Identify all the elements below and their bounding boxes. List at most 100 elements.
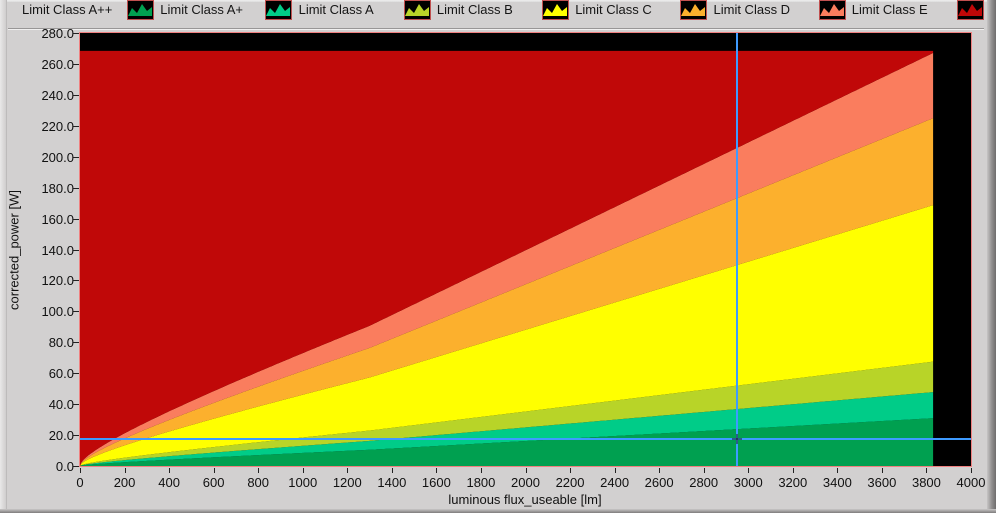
x-tick-mark (703, 468, 705, 473)
legend-item-label: Limit Class A+ (160, 2, 244, 17)
y-tick-mark (73, 33, 79, 34)
x-tick-mark (80, 468, 81, 473)
y-tick-label: 80.0 (48, 335, 74, 351)
y-tick-label: 120.0 (41, 273, 74, 289)
legend-item-limit-class-a-[interactable]: Limit Class A++ (22, 0, 155, 21)
x-tick-label: 200 (113, 475, 136, 490)
y-tick-label: 240.0 (41, 87, 74, 103)
legend-item-limit-class-a-[interactable]: Limit Class A+ (160, 0, 293, 21)
x-tick-mark (525, 468, 527, 473)
x-tick-label: 1600 (421, 475, 451, 490)
y-tick-mark (73, 187, 79, 189)
legend-separator (8, 28, 984, 30)
y-tick-mark (73, 63, 79, 65)
plot-style-wave-icon[interactable] (541, 0, 569, 20)
x-tick-mark (659, 468, 661, 473)
x-tick-label: 3800 (911, 475, 941, 490)
x-tick-mark (258, 468, 260, 473)
x-tick-label: 400 (158, 475, 180, 490)
y-tick-label: 0.0 (55, 459, 74, 474)
region-limit-class-d (80, 52, 934, 466)
x-tick-label: 0 (76, 475, 84, 490)
y-tick-mark (73, 156, 79, 158)
y-tick-mark (73, 311, 79, 313)
y-tick-mark (73, 249, 79, 251)
x-tick-label: 600 (202, 475, 225, 490)
plot-legend: Limit Class A++ Limit Class A+ Limit Class… (0, 0, 988, 28)
legend-item-label: Limit Class B (436, 2, 513, 17)
y-tick-mark (73, 218, 79, 220)
plot-style-wave-icon[interactable] (956, 0, 984, 20)
plot-area[interactable] (80, 33, 971, 466)
x-tick-label: 3600 (867, 475, 897, 490)
x-tick-mark (837, 468, 839, 473)
legend-item-limit-class-c[interactable]: Limit Class C (575, 0, 708, 21)
x-tick-mark (347, 468, 349, 473)
x-tick-mark (213, 468, 215, 473)
legend-item-limit-class-d[interactable]: Limit Class D (714, 0, 847, 21)
y-tick-mark (73, 466, 79, 467)
y-tick-label: 180.0 (41, 180, 74, 196)
x-tick-mark (124, 468, 126, 473)
plot-style-wave-icon[interactable] (818, 0, 846, 20)
x-tick-label: 4000 (956, 475, 986, 490)
window-edge-top (0, 0, 996, 2)
y-tick-label: 40.0 (48, 397, 74, 413)
x-tick-mark (792, 468, 794, 473)
x-tick-label: 3000 (733, 475, 763, 490)
y-tick-label: 200.0 (41, 149, 74, 165)
x-tick-label: 2000 (511, 475, 540, 490)
y-tick-label: 60.0 (48, 366, 74, 382)
x-tick-mark (570, 468, 572, 473)
y-tick-mark (73, 342, 79, 344)
legend-item-label: Limit Class D (713, 2, 791, 17)
x-tick-label: 3400 (822, 475, 852, 490)
legend-item-limit-class-e[interactable]: Limit Class E (852, 0, 985, 21)
legend-item-label: Limit Class A (298, 2, 374, 17)
x-tick-mark (881, 468, 883, 473)
legend-item-label: Limit Class A++ (22, 2, 113, 17)
x-tick-label: 800 (247, 475, 270, 490)
y-tick-label: 260.0 (41, 56, 74, 72)
x-tick-mark (926, 468, 928, 473)
y-tick-label: 160.0 (41, 211, 74, 227)
plot-style-wave-icon[interactable] (680, 0, 708, 20)
y-tick-mark (73, 435, 79, 437)
y-tick-mark (73, 404, 79, 406)
x-tick-mark (480, 468, 482, 473)
x-tick-label: 1800 (466, 475, 496, 490)
y-tick-mark (73, 125, 79, 127)
window-edge-left (0, 0, 7, 513)
x-axis-label: luminous flux_useable [lm] (448, 492, 602, 507)
x-tick-mark (391, 468, 393, 473)
x-tick-label: 2600 (644, 475, 674, 490)
plot-style-wave-icon[interactable] (127, 0, 154, 20)
x-tick-mark (748, 468, 750, 473)
y-tick-label: 220.0 (41, 118, 74, 134)
region-limit-class-b (80, 205, 934, 466)
x-tick-label: 1000 (288, 475, 318, 490)
x-tick-label: 1400 (377, 475, 407, 490)
x-tick-label: 2800 (689, 475, 719, 490)
window-edge-right (987, 0, 996, 513)
x-tick-label: 2200 (555, 475, 585, 490)
y-tick-label: 20.0 (48, 428, 74, 444)
legend-item-limit-class-a[interactable]: Limit Class A (299, 0, 432, 21)
x-tick-label: 2400 (600, 475, 630, 490)
y-tick-label: 100.0 (41, 304, 74, 320)
y-tick-mark (73, 94, 79, 96)
x-tick-mark (614, 468, 616, 473)
region-limit-class-a- (80, 392, 934, 466)
plot-style-wave-icon[interactable] (265, 0, 293, 20)
region-limit-class-e (80, 50, 934, 466)
x-tick-mark (971, 468, 972, 473)
x-tick-mark (436, 468, 438, 473)
y-axis-label: corrected_power [W] (6, 190, 22, 310)
x-tick-label: 1200 (332, 475, 362, 490)
plot-style-wave-icon[interactable] (403, 0, 431, 20)
x-tick-label: 3200 (778, 475, 808, 490)
legend-item-limit-class-b[interactable]: Limit Class B (437, 0, 570, 21)
legend-item-label: Limit Class E (851, 2, 928, 17)
x-tick-mark (302, 468, 304, 473)
